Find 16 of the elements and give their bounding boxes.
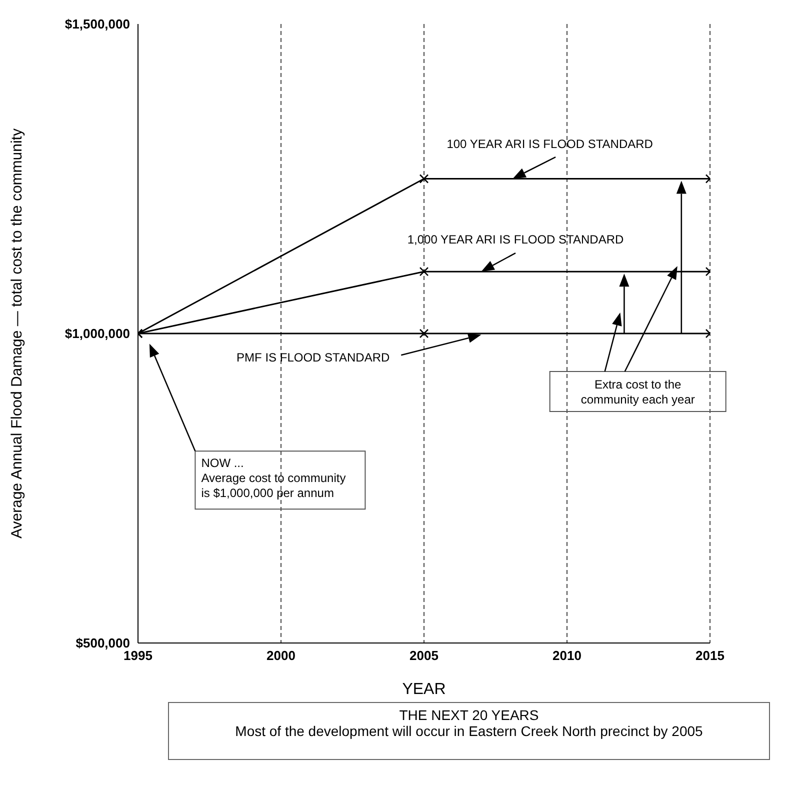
annotation: 100 YEAR ARI IS FLOOD STANDARD: [446, 136, 654, 151]
y-tick-label: $1,000,000: [64, 326, 130, 342]
x-axis-title: YEAR: [402, 681, 446, 698]
x-tick-label: 1995: [124, 648, 152, 664]
annotation: 1,000 YEAR ARI IS FLOOD STANDARD: [407, 232, 624, 247]
text: THE NEXT 20 YEARS Most of the development will occur in Eastern Creek North precinct by 2005: [234, 707, 704, 739]
x-tick-label: 2005: [410, 648, 438, 664]
y-axis-title: Average Annual Flood Damage — total cost to the community: [8, 128, 26, 538]
x-tick-label: 2010: [552, 648, 582, 664]
annotation: Extra cost to the community each year: [580, 378, 695, 406]
y-tick-label: $1,500,000: [64, 16, 130, 32]
annotation: PMF IS FLOOD STANDARD: [236, 350, 390, 364]
annotation: NOW ... Average cost to community is $1,000,000 per annum: [201, 456, 346, 500]
x-tick-label: 2015: [696, 648, 724, 664]
y-tick-label: $500,000: [76, 636, 130, 651]
x-tick-label: 2000: [266, 648, 296, 664]
